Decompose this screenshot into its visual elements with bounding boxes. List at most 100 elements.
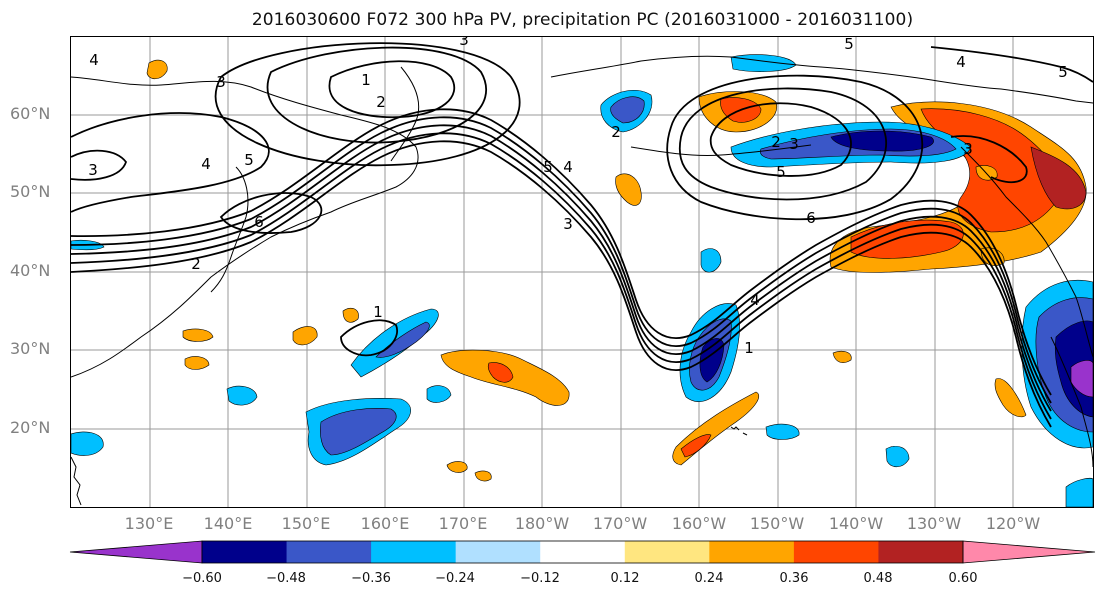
precip-negative-california-purple: [1070, 360, 1093, 398]
pv-contour-low-pacific: [340, 319, 398, 357]
pv-contours: [71, 42, 1093, 428]
pv-contour-west-2: [71, 112, 270, 213]
precip-negative-central-mid: [375, 321, 430, 358]
islands-hawaii: [730, 426, 748, 436]
precip-negative-mid-4: [885, 446, 910, 468]
pv-contour-low-gulf-1: [709, 102, 852, 177]
pv-contour-jet-2: [71, 132, 1052, 420]
colorbar-bin: [709, 541, 795, 563]
precip-negative-south-central-mid: [320, 408, 397, 456]
pv-contour-northeast: [930, 46, 1093, 83]
lat-label: 20°N: [10, 418, 51, 437]
precip-positive-small-1: [615, 173, 642, 206]
pv-contour-jet-5: [71, 108, 1052, 396]
lon-label: 150°E: [281, 514, 331, 533]
colorbar-bin: [624, 541, 710, 563]
precip-positive-west-3: [292, 326, 318, 346]
contour-label: 4: [750, 291, 760, 309]
lat-label: 30°N: [10, 339, 51, 358]
precip-negative-corner: [1065, 477, 1093, 507]
lat-label: 40°N: [10, 261, 51, 280]
lat-label: 60°N: [10, 104, 51, 123]
colorbar-bin: [202, 541, 288, 563]
precip-positive-south-2: [474, 470, 492, 482]
pv-contour-low-gulf-2: [678, 87, 888, 201]
contour-label: 3: [216, 73, 226, 91]
colorbar-bin: [455, 541, 541, 563]
contour-label: 3: [563, 215, 573, 233]
islands-philippines: [71, 456, 82, 506]
coast-aleutians: [630, 144, 812, 156]
precip-negative-mid-3: [765, 423, 800, 440]
lon-label: 140°W: [828, 514, 884, 533]
colorbar-bin: [540, 541, 626, 563]
pv-contour-west-1: [71, 149, 128, 181]
pv-contour-jet-4: [71, 116, 1052, 404]
contour-label: 2: [376, 93, 386, 111]
colorbar-frame: [201, 540, 964, 564]
pv-contour-northeast-2: [950, 135, 1028, 184]
precip-fills: [71, 54, 1093, 507]
colorbar-bins: [69, 540, 1096, 564]
pv-contour-high-okhotsk: [219, 192, 323, 234]
precip-negative-aleutian-core: [830, 130, 934, 152]
colorbar: [69, 540, 1096, 564]
pv-contour-low-gulf-3: [666, 74, 924, 221]
precip-positive-east-1: [832, 350, 852, 363]
contour-label: 5: [844, 37, 854, 53]
pv-contour-low-kamchatka-1: [328, 60, 456, 119]
lat-label: 50°N: [10, 182, 51, 201]
coast-japan: [210, 166, 249, 293]
figure-title: 2016030600 F072 300 hPa PV, precipitatio…: [251, 10, 914, 30]
contour-label: 1: [744, 339, 754, 357]
map-svg: 4 3 1 2 3 4 5 6 2 3 4 5 1 3 2 1 4 5 6 3: [71, 37, 1093, 507]
precip-positive-okhotsk: [146, 59, 168, 80]
contour-label: 5: [244, 151, 254, 169]
contour-label: 5: [543, 158, 553, 176]
coastlines: [71, 55, 1093, 506]
contour-labels: 4 3 1 2 3 4 5 6 2 3 4 5 1 3 2 1 4 5 6 3: [88, 37, 1068, 357]
contour-label: 2: [191, 255, 201, 273]
colorbar-bin: [878, 541, 964, 563]
contour-label: 3: [459, 37, 469, 49]
contour-label: 2: [771, 133, 781, 151]
contour-label: 4: [89, 51, 99, 69]
coast-asia: [71, 76, 419, 378]
contour-label: 4: [956, 53, 966, 71]
lon-label: 150°W: [749, 514, 805, 533]
precip-positive-east-2: [994, 378, 1027, 418]
pv-contour-low-kamchatka-3: [214, 42, 521, 167]
coast-bering-alaska: [550, 55, 1093, 104]
lon-label: 180°W: [514, 514, 570, 533]
colorbar-bin: [371, 541, 457, 563]
lon-label: 160°E: [360, 514, 410, 533]
pv-contour-jet-1: [71, 140, 1052, 428]
lon-label: 130°W: [906, 514, 962, 533]
precip-positive-south-1: [446, 461, 468, 473]
colorbar-tick-label: 0.60: [948, 571, 978, 586]
coast-baja: [1050, 336, 1093, 468]
contour-label: 3: [963, 140, 973, 158]
contour-label: 4: [201, 155, 211, 173]
colorbar-tick-label: −0.60: [182, 571, 222, 586]
contour-label: 4: [563, 158, 573, 176]
pv-contour-low-kamchatka-2: [266, 46, 487, 144]
colorbar-tick-label: −0.12: [520, 571, 560, 586]
precip-positive-west-2: [184, 356, 210, 370]
colorbar-tick-label: 0.36: [779, 571, 809, 586]
contour-label: 5: [1058, 63, 1068, 81]
precip-negative-west-2: [226, 385, 258, 406]
precip-negative-mid-2: [700, 248, 722, 273]
colorbar-tick-label: −0.48: [266, 571, 306, 586]
precip-negative-north: [730, 54, 797, 72]
colorbar-tick-label: 0.12: [610, 571, 640, 586]
map-frame: 4 3 1 2 3 4 5 6 2 3 4 5 1 3 2 1 4 5 6 3: [70, 36, 1094, 508]
colorbar-bin: [286, 541, 372, 563]
precip-positive-west-1: [182, 328, 214, 342]
lon-label: 170°E: [438, 514, 488, 533]
contour-label: 1: [361, 71, 371, 89]
colorbar-tick-label: 0.48: [863, 571, 893, 586]
colorbar-tick-label: −0.24: [435, 571, 475, 586]
precip-negative-west-1: [71, 431, 104, 456]
colorbar-tick-label: 0.24: [694, 571, 724, 586]
